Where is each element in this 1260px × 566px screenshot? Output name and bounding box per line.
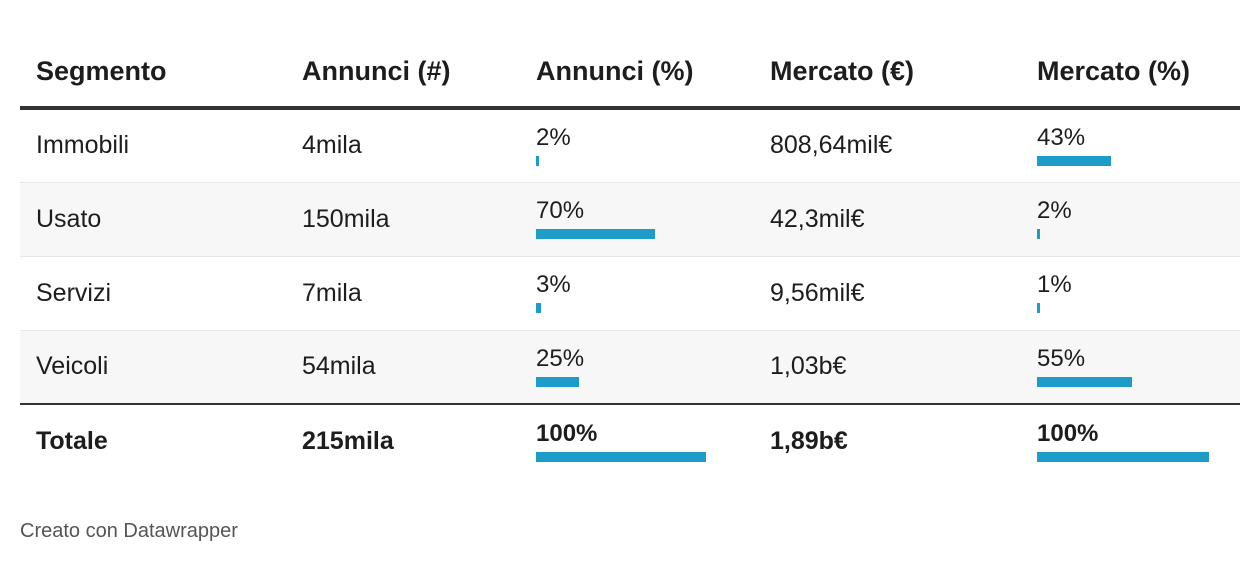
bar-label: 55% [1037, 344, 1086, 372]
bar-label: 2% [1037, 197, 1072, 224]
cell-mercato: 808,64mil€ [754, 108, 1021, 183]
cell-mercato-pct: 2% [1021, 182, 1240, 257]
cell-annunci-pct: 25% [520, 330, 754, 405]
bar-label: 1% [1037, 271, 1072, 298]
total-annunci: 215mila [302, 427, 394, 455]
cell-segmento: Immobili [20, 108, 286, 183]
cell-annunci: 150mila [286, 182, 520, 257]
table-row: Servizi 7mila 3% 9,56mil€ 1% [20, 256, 1240, 331]
cell-mercato-pct: 1% [1021, 256, 1240, 331]
bar-mercato-pct [1037, 155, 1111, 166]
header-segmento[interactable]: Segmento [20, 40, 286, 110]
total-segmento: Totale [36, 427, 108, 455]
bar-annunci-pct-total [536, 451, 706, 462]
cell-annunci-pct: 2% [520, 108, 754, 183]
bar-label: 3% [536, 271, 571, 298]
cell-segmento: Usato [20, 182, 286, 257]
segment-table: Segmento Annunci (#) Annunci (%) Mercato… [20, 40, 1240, 478]
table-row: Usato 150mila 70% 42,3mil€ 2% [20, 182, 1240, 257]
cell-segmento: Servizi [20, 256, 286, 331]
bar-label: 70% [536, 197, 585, 224]
bar-label: 43% [1037, 123, 1086, 151]
cell-mercato-pct: 55% [1021, 330, 1240, 405]
header-annunci-pct[interactable]: Annunci (%) [520, 40, 754, 110]
bar-mercato-pct [1037, 229, 1041, 239]
header-annunci-count[interactable]: Annunci (#) [286, 40, 520, 110]
total-row: Totale 215mila 100% 1,89b€ 100% [20, 404, 1240, 478]
bar-label: 100% [1037, 419, 1099, 447]
bar-label: 100% [536, 419, 598, 447]
bar-mercato-pct [1037, 303, 1040, 313]
datawrapper-table-container: Segmento Annunci (#) Annunci (%) Mercato… [20, 40, 1240, 478]
cell-annunci-pct: 3% [520, 256, 754, 331]
total-mercato: 1,89b€ [770, 427, 848, 455]
bar-annunci-pct [536, 155, 540, 166]
cell-mercato: 1,03b€ [754, 330, 1021, 405]
datawrapper-credit[interactable]: Creato con Datawrapper [20, 520, 238, 542]
total-mercato-pct: 100% [1021, 404, 1240, 478]
cell-mercato: 9,56mil€ [754, 256, 1021, 331]
total-annunci-pct: 100% [520, 404, 754, 478]
table-row: Immobili 4mila 2% 808,64mil€ 43% [20, 108, 1240, 183]
bar-mercato-pct [1037, 376, 1132, 387]
bar-annunci-pct [536, 376, 579, 387]
bar-annunci-pct [536, 303, 542, 313]
cell-annunci: 54mila [286, 330, 520, 405]
header-row: Segmento Annunci (#) Annunci (%) Mercato… [20, 40, 1240, 110]
cell-mercato: 42,3mil€ [754, 182, 1021, 257]
cell-segmento: Veicoli [20, 330, 286, 405]
bar-annunci-pct [536, 229, 655, 239]
cell-annunci-pct: 70% [520, 182, 754, 257]
bar-label: 25% [536, 344, 585, 372]
header-mercato-pct[interactable]: Mercato (%) [1021, 40, 1240, 110]
header-mercato-value[interactable]: Mercato (€) [754, 40, 1021, 110]
table-row: Veicoli 54mila 25% 1,03b€ 55% [20, 330, 1240, 405]
cell-annunci: 7mila [286, 256, 520, 331]
bar-label: 2% [536, 123, 571, 151]
bar-mercato-pct-total [1037, 451, 1209, 462]
cell-mercato-pct: 43% [1021, 108, 1240, 183]
cell-annunci: 4mila [286, 108, 520, 183]
